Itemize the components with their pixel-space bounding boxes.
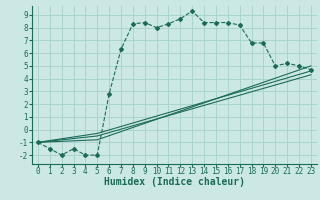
X-axis label: Humidex (Indice chaleur): Humidex (Indice chaleur) bbox=[104, 177, 245, 187]
